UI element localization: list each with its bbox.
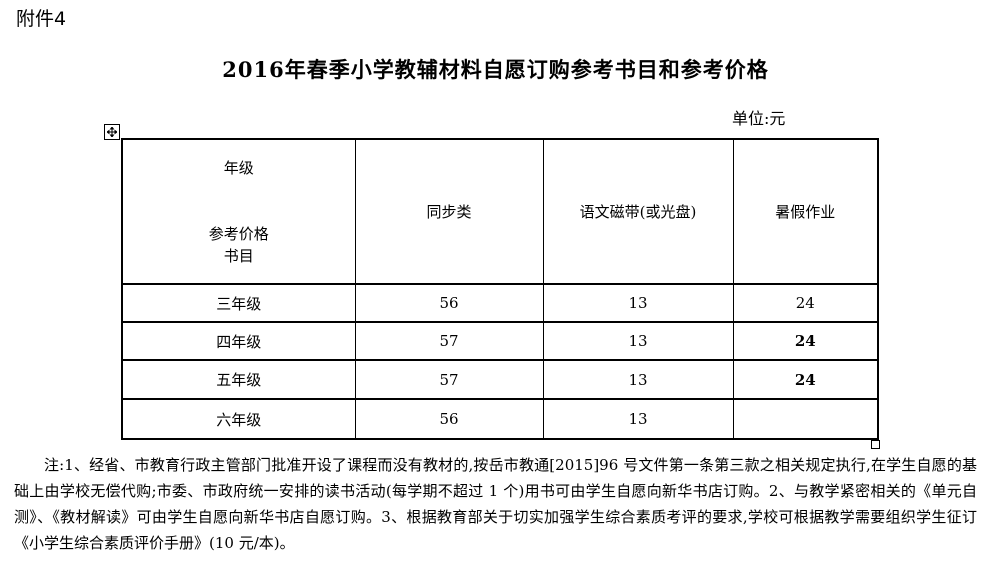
sync-price-cell: 56 [354,398,544,440]
sync-price-cell: 57 [354,321,544,361]
sync-price-cell: 56 [354,283,544,323]
grade-cell: 三年级 [121,283,356,323]
grade-cell: 五年级 [121,359,356,400]
corner-header-cell: 年级 参考价格 书目 [121,138,356,285]
tape-price-cell: 13 [542,321,734,361]
attachment-label: 附件4 [16,8,67,30]
column-header-sync: 同步类 [354,138,544,285]
tape-price-cell: 13 [542,283,734,323]
summer-price-cell: 24 [732,321,879,361]
column-header-summer: 暑假作业 [732,138,879,285]
page-title: 2016年春季小学教辅材料自愿订购参考书目和参考价格 [222,57,769,82]
table-row: 五年级 57 13 24 [121,359,879,400]
move-arrows-icon [107,127,117,137]
price-table: 年级 参考价格 书目 同步类 语文磁带(或光盘) 暑假作业 三年级 56 13 … [121,138,879,440]
sync-price-cell: 57 [354,359,544,400]
summer-price-cell: 24 [732,359,879,400]
unit-label: 单位:元 [732,109,786,128]
grade-cell: 四年级 [121,321,356,361]
table-resize-handle[interactable] [871,440,880,449]
footnote-text: 注:1、经省、市教育行政主管部门批准开设了课程而没有教材的,按岳市教通[2015… [14,456,977,552]
header-row: 年级 参考价格 书目 同步类 语文磁带(或光盘) 暑假作业 [121,138,879,285]
table-row: 四年级 57 13 24 [121,321,879,361]
table-row: 六年级 56 13 [121,398,879,440]
summer-price-cell [732,398,879,440]
table-move-handle[interactable] [104,124,120,140]
column-header-tape: 语文磁带(或光盘) [542,138,734,285]
tape-price-cell: 13 [542,359,734,400]
summer-price-cell: 24 [732,283,879,323]
table-row: 三年级 56 13 24 [121,283,879,323]
corner-label-grade: 年级 [223,158,254,177]
corner-label-price: 参考价格 [208,224,269,243]
corner-label-booklist: 书目 [223,246,254,265]
grade-cell: 六年级 [121,398,356,440]
tape-price-cell: 13 [542,398,734,440]
